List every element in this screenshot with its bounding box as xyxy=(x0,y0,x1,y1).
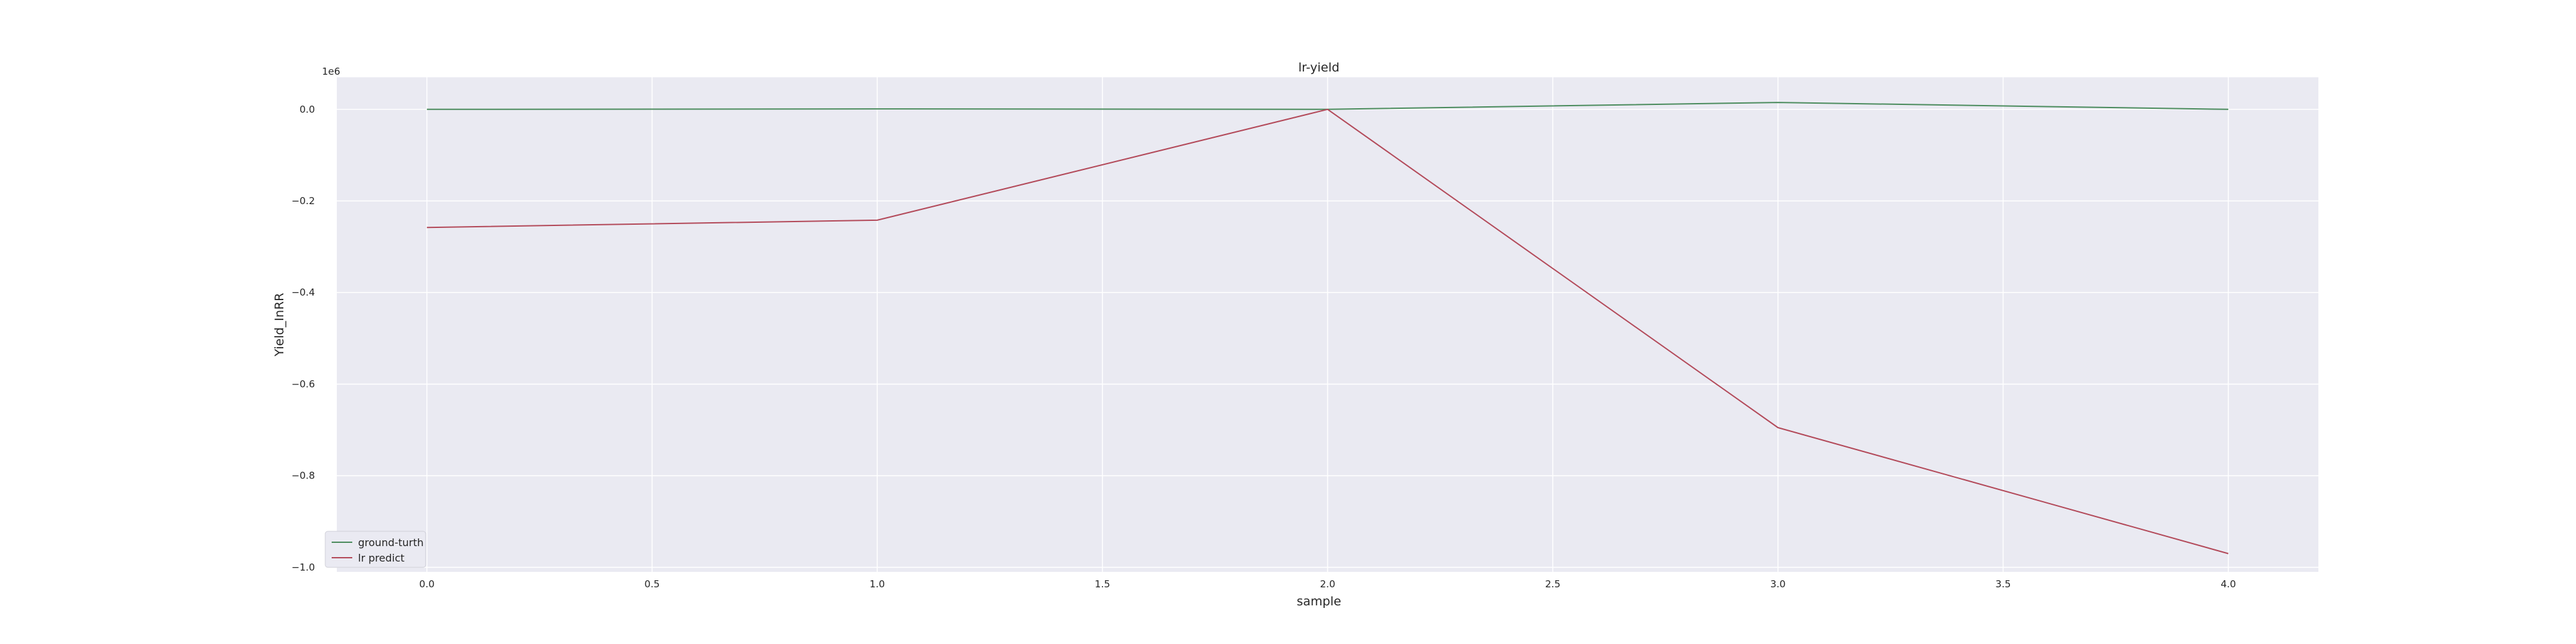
y-tick-label: −1.0 xyxy=(292,562,315,573)
series-layer xyxy=(426,102,2229,554)
x-tick-label: 3.0 xyxy=(1770,578,1786,590)
x-tick-label: 4.0 xyxy=(2221,578,2236,590)
y-tick-label: −0.4 xyxy=(292,287,315,298)
x-tick-label: 0.5 xyxy=(645,578,660,590)
x-tick-label: 1.5 xyxy=(1095,578,1110,590)
x-tick-label: 0.0 xyxy=(419,578,435,590)
x-tick-label: 1.0 xyxy=(869,578,885,590)
x-tick-label: 3.5 xyxy=(1996,578,2011,590)
legend: ground-turth lr predict xyxy=(325,531,426,568)
series-line-lr-predict xyxy=(426,108,2229,554)
y-scale-label: 1e6 xyxy=(322,66,340,77)
y-tick-label: −0.2 xyxy=(292,195,315,207)
x-tick-label: 2.5 xyxy=(1545,578,1560,590)
tick-labels: 0.0 0.5 1.0 1.5 2.0 2.5 3.0 3.5 4.0 0.0 −0.2 −0.4 −0… xyxy=(292,104,2237,590)
y-tick-label: −0.8 xyxy=(292,470,315,482)
legend-label-lr-predict: lr predict xyxy=(358,552,404,564)
chart-title: lr-yield xyxy=(1298,61,1340,75)
y-axis-label: Yield_InRR xyxy=(272,293,287,357)
y-tick-label: −0.6 xyxy=(292,378,315,390)
x-tick-label: 2.0 xyxy=(1320,578,1336,590)
y-tick-label: 0.0 xyxy=(299,104,315,115)
legend-label-ground-turth: ground-turth xyxy=(358,536,424,549)
x-axis-label: sample xyxy=(1296,594,1341,609)
